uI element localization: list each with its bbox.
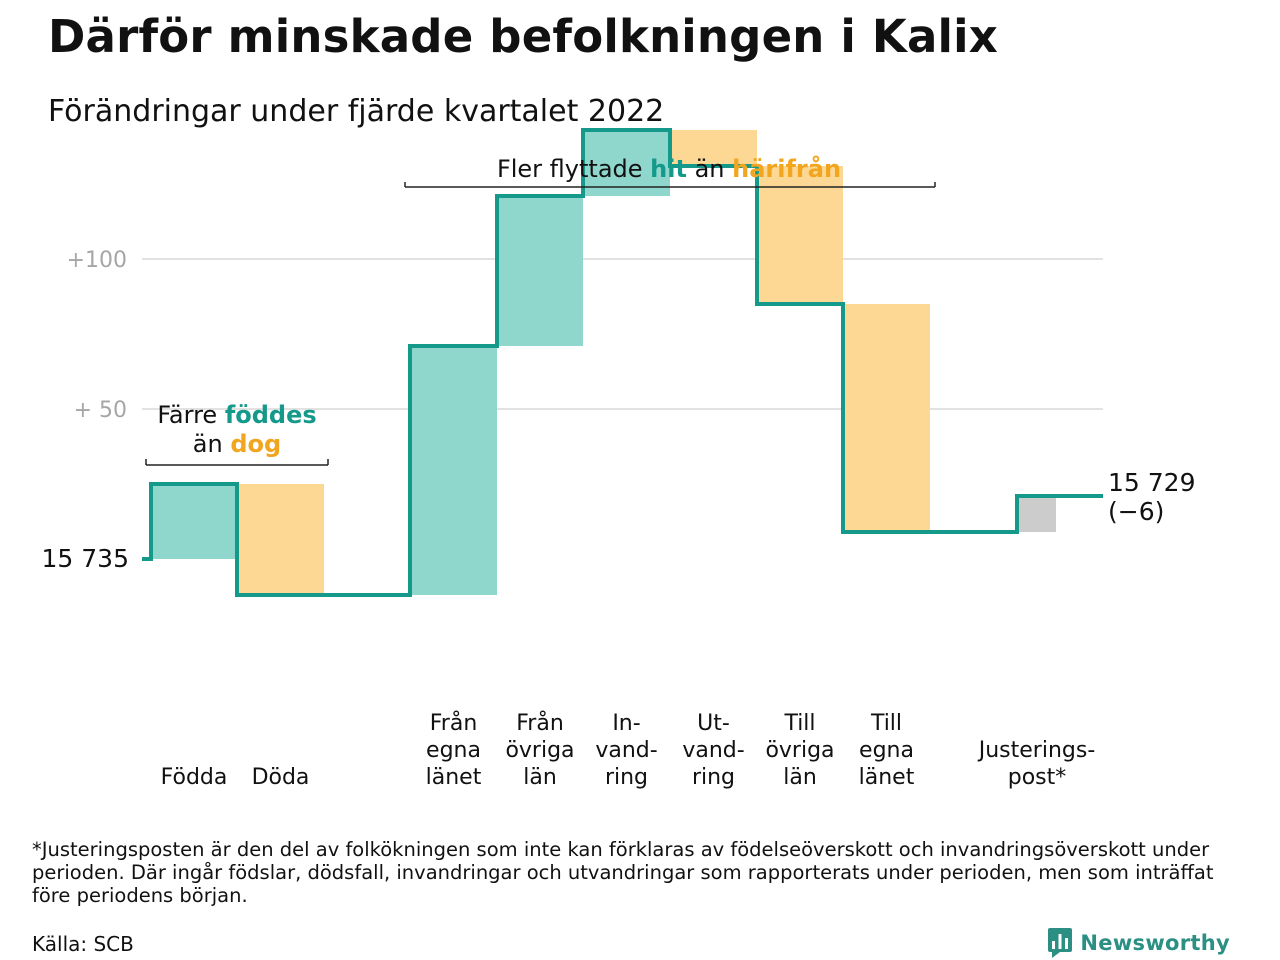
annotation-births-deaths-line2: än dog (193, 430, 281, 458)
category-label: Från övriga län (505, 710, 574, 790)
newsworthy-logo-icon (1048, 928, 1073, 958)
category-label: Till övriga län (765, 711, 834, 790)
category-label: Ut-vand-ring (682, 711, 744, 790)
brand-logo: Newsworthy (1048, 928, 1230, 958)
cumulative-step-line (142, 128, 1103, 597)
waterfall-chart: +100 + 50 15 735 15 729(−6) Födda Döda Från egn… (42, 128, 1195, 790)
annotation-births-deaths: Färre föddes (157, 401, 316, 429)
waterfall-bar (151, 484, 237, 559)
category-label: Födda (161, 765, 228, 790)
waterfall-bar (843, 304, 930, 532)
source-credit: Källa: SCB (32, 932, 134, 956)
footnote: *Justeringsposten är den del av folkökni… (32, 838, 1214, 907)
category-label: Från egna länet (426, 710, 482, 790)
waterfall-bar (1017, 496, 1056, 532)
category-label: Justerings-post* (977, 738, 1096, 790)
chart-subtitle: Förändringar under fjärde kvartalet 2022 (48, 94, 665, 129)
waterfall-bar (410, 346, 497, 595)
y-tick-label: +100 (67, 248, 127, 273)
brand-name: Newsworthy (1080, 931, 1230, 955)
y-tick-label: + 50 (74, 398, 127, 423)
end-value-label: 15 729 (1108, 468, 1195, 497)
waterfall-bar (237, 484, 324, 595)
category-label: Döda (252, 765, 310, 790)
waterfall-bar (583, 130, 670, 196)
start-value-label: 15 735 (42, 544, 129, 573)
waterfall-bar (670, 130, 757, 166)
category-label: Till egna länet (859, 711, 915, 790)
annotation-migration: Fler flyttade hit än härifrån (497, 154, 841, 183)
category-label: In-vand-ring (595, 711, 657, 790)
chart-title: Därför minskade befolkningen i Kalix (48, 10, 999, 63)
end-change-label: (−6) (1108, 497, 1164, 526)
waterfall-bar (757, 166, 843, 304)
waterfall-bar (497, 196, 583, 346)
